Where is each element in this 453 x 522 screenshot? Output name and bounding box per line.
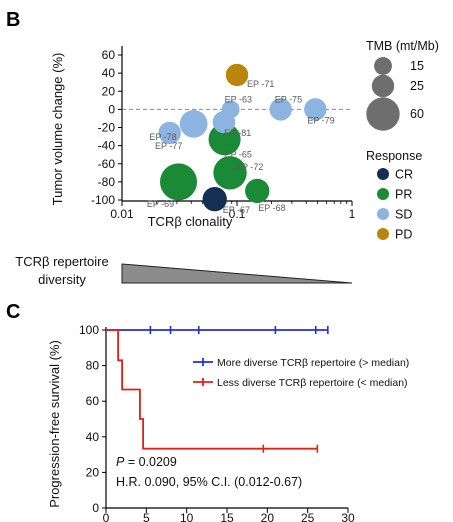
panel-b-x-tick-label: 0.1 <box>229 207 246 221</box>
panel-c-y-tick-label: 60 <box>86 394 100 408</box>
panel-c-x-tick-label: 30 <box>341 511 355 522</box>
point-label-ep-75: EP -75 <box>275 94 302 104</box>
panel-b-x-tick-label: 1 <box>349 207 356 221</box>
tmb-legend: 15 25 60 <box>366 57 424 131</box>
point-ep-72 <box>213 156 247 190</box>
point-label-ep-65: EP -65 <box>225 149 252 159</box>
point-ep-77 <box>158 121 181 145</box>
response-legend-label-pd: PD <box>395 228 412 242</box>
panel-b-x-tick-label: 0.01 <box>110 207 134 221</box>
tmb-legend-circle-15 <box>374 57 392 75</box>
km-legend-red-label: Less diverse TCRβ repertoire (< median) <box>217 377 408 389</box>
panel-b-y-tick-label: -60 <box>98 157 116 171</box>
p-value-text: P = 0.0209 <box>116 455 177 469</box>
response-legend-label-sd: SD <box>395 208 412 222</box>
panel-c-y-tick-label: 80 <box>86 359 100 373</box>
point-label-ep-67: EP -67 <box>223 205 250 215</box>
diversity-wedge <box>121 263 353 284</box>
point-ep-63 <box>221 100 240 119</box>
panel-b-y-tick-label: -40 <box>98 139 116 153</box>
response-legend-dot-cr <box>377 168 389 180</box>
km-legend-blue-label: More diverse TCRβ repertoire (> median) <box>217 357 409 369</box>
point-label-ep-79: EP -79 <box>307 115 334 125</box>
panel-c-y-tick-label: 100 <box>79 323 99 337</box>
panel-c-x-tick-label: 0 <box>103 511 110 522</box>
point-label-ep-81: EP -81 <box>224 128 251 138</box>
panel-c-y-tick-label: 20 <box>86 465 100 479</box>
response-legend: CR PR SD PD <box>377 168 413 242</box>
panel-b-y-tick-label: 40 <box>102 66 116 80</box>
p-value-number: = 0.0209 <box>124 455 177 469</box>
panel-b-y-tick-label: -20 <box>98 121 116 135</box>
panel-b-y-tick-label: -100 <box>91 193 115 207</box>
panel-c-y-axis-label: Progression-free survival (%) <box>47 340 62 508</box>
response-legend-label-pr: PR <box>395 188 412 202</box>
point-label-ep-78: EP -78 <box>149 132 176 142</box>
point-ep-68 <box>245 178 270 204</box>
panel-b-y-tick-label: -80 <box>98 175 116 189</box>
tmb-legend-label-60: 60 <box>410 107 424 121</box>
point-ep-75 <box>269 98 292 121</box>
panel-b-y-axis-label: Tumor volume change (%) <box>50 53 65 206</box>
diversity-label-line2: diversity <box>38 272 86 287</box>
tmb-legend-title: TMB (mt/Mb) <box>366 39 439 53</box>
panel-c-x-tick-label: 5 <box>143 511 150 522</box>
panel-c-x-tick-label: 25 <box>301 511 315 522</box>
panel-c-x-tick-label: 10 <box>180 511 194 522</box>
panel-b-label: B <box>6 9 20 31</box>
tmb-legend-label-15: 15 <box>410 59 424 73</box>
panel-b-y-tick-label: 60 <box>102 48 116 62</box>
point-label-ep-69: EP -69 <box>147 199 174 209</box>
panel-c-x-tick-label: 15 <box>220 511 234 522</box>
response-legend-dot-pd <box>377 228 389 240</box>
km-curve-series-1 <box>106 329 318 450</box>
tmb-legend-circle-25 <box>371 74 395 98</box>
diversity-label-line1: TCRβ repertoire <box>15 254 108 269</box>
point-label-ep-72: EP -72 <box>236 162 263 172</box>
panel-b-y-tick-label: 20 <box>102 84 116 98</box>
panel-b-y-tick-label: 0 <box>108 102 115 116</box>
response-legend-dot-sd <box>377 208 389 220</box>
response-legend-title: Response <box>366 149 422 163</box>
panel-c-label: C <box>6 301 20 323</box>
point-ep-79 <box>304 98 327 121</box>
panel-b-x-axis-label: TCRβ clonality <box>148 214 233 229</box>
response-legend-dot-pr <box>377 188 389 200</box>
point-label-ep-71: EP -71 <box>247 79 274 89</box>
point-label-ep-77: EP -77 <box>155 141 182 151</box>
point-ep-67 <box>202 186 227 212</box>
point-label-ep-63: EP -63 <box>225 94 252 104</box>
point-ep-71 <box>225 63 249 87</box>
panel-c-y-tick-label: 40 <box>86 430 100 444</box>
panel-c-x-tick-label: 20 <box>261 511 275 522</box>
p-value-symbol: P <box>116 455 125 469</box>
point-label-ep-68: EP -68 <box>258 203 285 213</box>
point-ep-65 <box>208 123 241 156</box>
hazard-ratio-text: H.R. 0.090, 95% C.I. (0.012-0.67) <box>116 475 302 489</box>
point-ep-78 <box>179 110 208 138</box>
response-legend-label-cr: CR <box>395 168 413 182</box>
panel-c-axes: 100 80 60 40 20 00 5 10 15 20 25 30 <box>79 323 355 522</box>
tmb-legend-circle-60 <box>366 97 400 131</box>
tmb-legend-label-25: 25 <box>410 79 424 93</box>
point-ep-69 <box>159 163 198 201</box>
panel-c-y-tick-label: 0 <box>92 501 99 515</box>
